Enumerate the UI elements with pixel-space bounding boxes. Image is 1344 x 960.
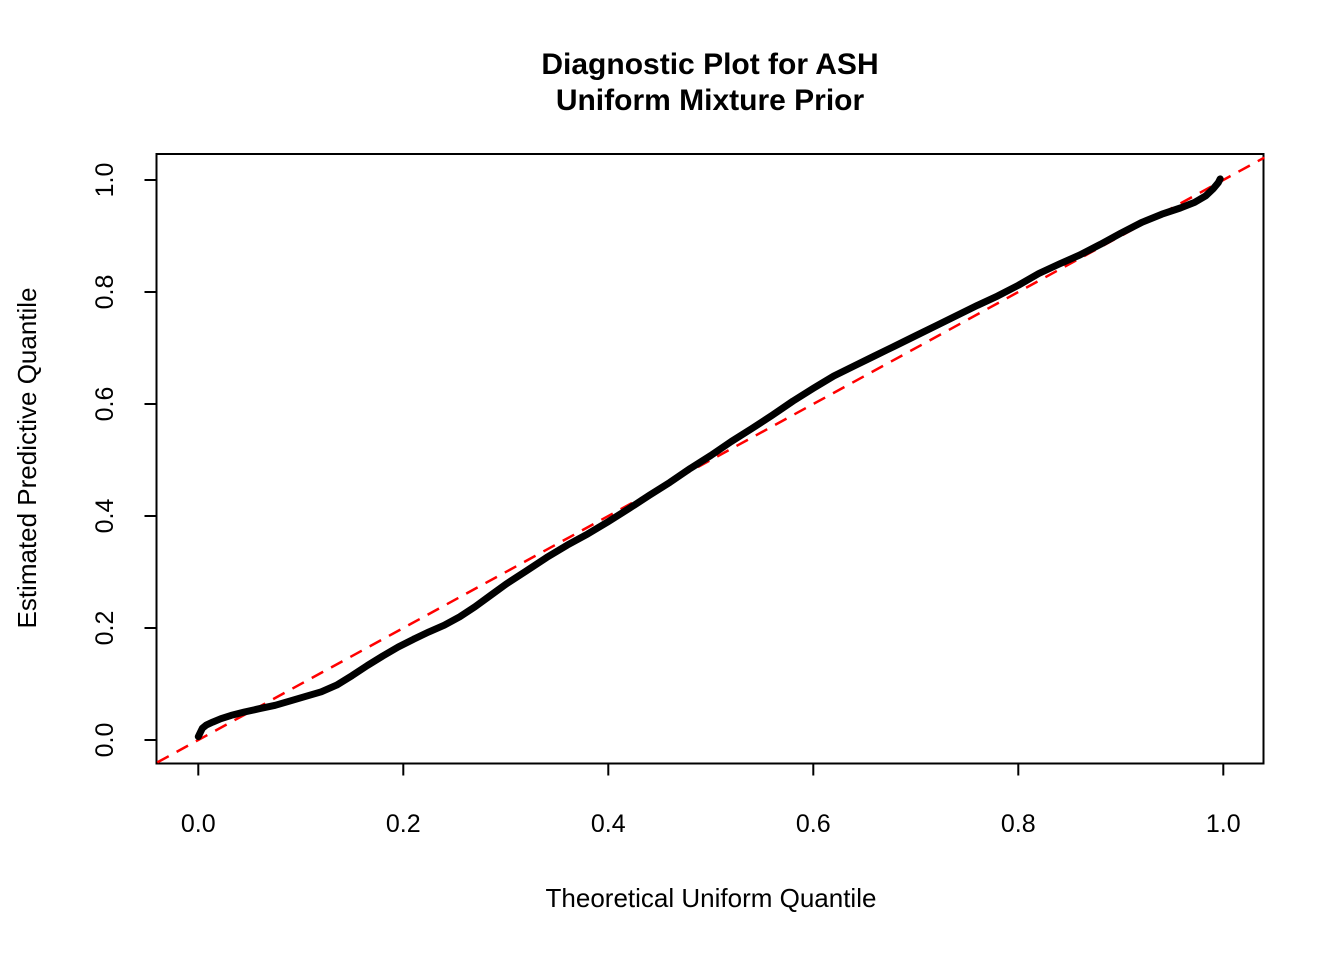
x-tick-label: 0.8 [1001, 810, 1036, 838]
quantile-curve [194, 175, 1224, 741]
y-tick-label: 0.8 [91, 275, 119, 310]
y-tick-label: 0.0 [91, 723, 119, 758]
x-tick-label: 0.6 [796, 810, 831, 838]
chart-title-line2: Uniform Mixture Prior [556, 84, 865, 117]
y-axis-label: Estimated Predictive Quantile [12, 287, 42, 628]
x-tick-label: 0.0 [181, 810, 216, 838]
x-axis-label: Theoretical Uniform Quantile [546, 883, 877, 913]
y-tick-label: 0.4 [91, 499, 119, 534]
x-tick-label: 0.4 [591, 810, 626, 838]
y-tick-label: 0.2 [91, 611, 119, 646]
x-tick-label: 1.0 [1206, 810, 1241, 838]
reference-identity-line [156, 156, 1265, 764]
x-tick-label: 0.2 [386, 810, 421, 838]
chart-title-line1: Diagnostic Plot for ASH [541, 48, 878, 81]
plot-box [155, 153, 1265, 765]
y-tick-label: 0.6 [91, 387, 119, 422]
y-tick-label: 1.0 [91, 163, 119, 198]
plot-area: 0.0 0.2 0.4 0.6 0.8 1.0 0.0 0.2 0.4 0.6 0.8 1.0 [91, 153, 1265, 838]
